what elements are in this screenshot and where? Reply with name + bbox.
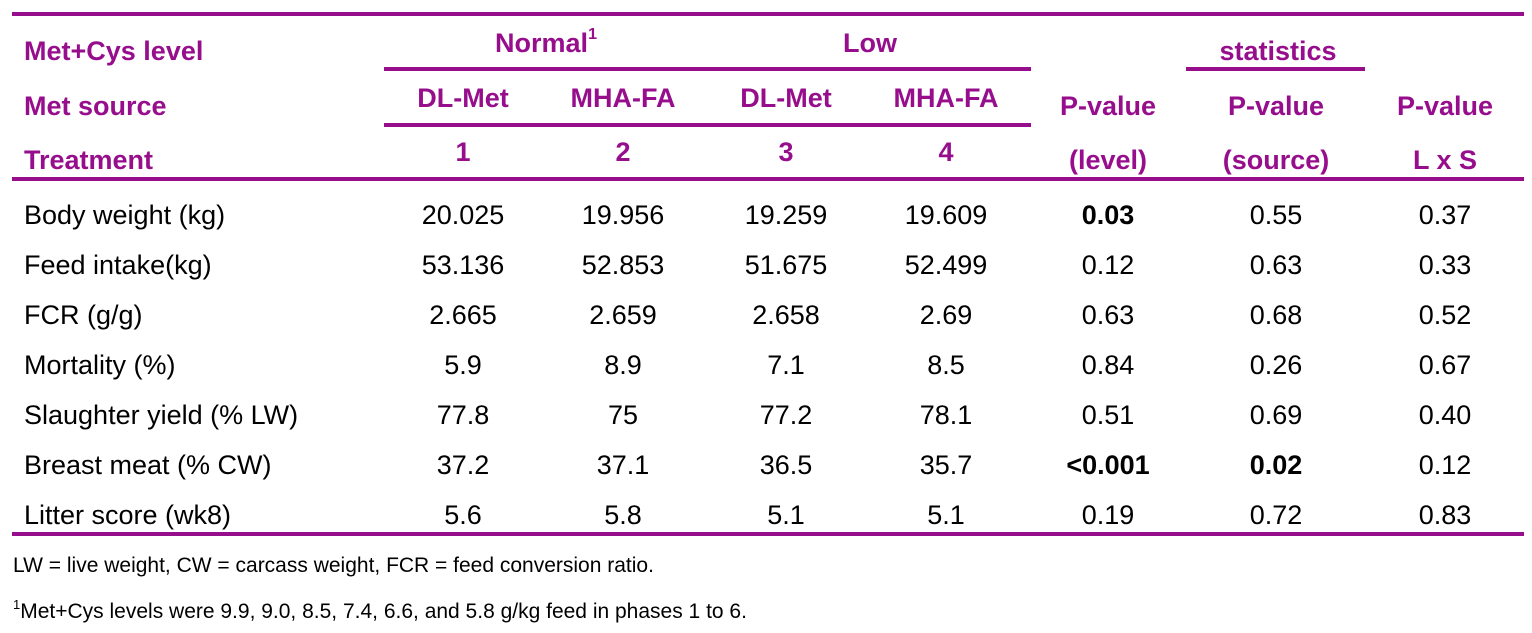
interaction-subheader: L x S: [1412, 145, 1478, 175]
table-cell: 5.1: [767, 500, 805, 530]
top-rule: [12, 12, 1524, 16]
table-cell: 53.136: [421, 250, 505, 280]
footnote-marker: 1: [13, 597, 21, 612]
p-source-cell: 0.68: [1249, 300, 1303, 330]
table-cell: 52.853: [581, 250, 665, 280]
table-cell: 77.8: [436, 400, 490, 430]
levels-footnote-text: Met+Cys levels were 9.9, 9.0, 8.5, 7.4, …: [20, 600, 747, 623]
p-level-cell: 0.03: [1081, 200, 1135, 230]
p-lxs-cell: 0.12: [1418, 450, 1472, 480]
treatment-header-2: 2: [615, 137, 631, 167]
table-cell: 52.499: [904, 250, 988, 280]
table-cell: 8.9: [604, 350, 642, 380]
p-level-cell: 0.63: [1081, 300, 1135, 330]
normal-label: Normal: [495, 28, 589, 58]
met-cys-level-label: Met+Cys level: [24, 36, 204, 66]
pvalue-lxs-header: P-value: [1396, 91, 1494, 121]
p-lxs-cell: 0.40: [1418, 400, 1472, 430]
table-cell: 2.658: [752, 300, 820, 330]
source-header-2: MHA-FA: [570, 83, 676, 113]
p-source-cell: 0.26: [1249, 350, 1303, 380]
table-cell: 78.1: [919, 400, 973, 430]
table-cell: 36.5: [759, 450, 813, 480]
table-cell: 5.8: [604, 500, 642, 530]
source-header-4: MHA-FA: [893, 83, 999, 113]
table-cell: 2.69: [919, 300, 973, 330]
levels-footnote: 1Met+Cys levels were 9.9, 9.0, 8.5, 7.4,…: [13, 597, 747, 625]
statistics-header: statistics: [1219, 36, 1337, 66]
row-label: Mortality (%): [24, 350, 176, 380]
p-lxs-cell: 0.52: [1418, 300, 1472, 330]
p-level-cell: 0.12: [1081, 250, 1135, 280]
table-cell: 19.609: [904, 200, 988, 230]
table-cell: 8.5: [927, 350, 965, 380]
p-source-cell: 0.02: [1249, 450, 1303, 480]
row-label: Litter score (wk8): [24, 500, 232, 530]
level-subheader: (level): [1068, 145, 1148, 175]
statistics-rule: [1186, 67, 1365, 71]
p-level-cell: 0.84: [1081, 350, 1135, 380]
treatment-header-1: 1: [455, 137, 471, 167]
row-label: Body weight (kg): [24, 200, 226, 230]
table-cell: 2.665: [429, 300, 497, 330]
p-source-cell: 0.55: [1249, 200, 1303, 230]
bottom-rule: [12, 532, 1524, 536]
table-cell: 75: [607, 400, 639, 430]
treatment-label: Treatment: [24, 145, 154, 175]
table-cell: 37.1: [596, 450, 650, 480]
table-cell: 5.6: [444, 500, 482, 530]
table-cell: 5.9: [444, 350, 482, 380]
table-cell: 20.025: [421, 200, 505, 230]
table-cell: 35.7: [919, 450, 973, 480]
low-level-header: Low: [843, 28, 897, 58]
header-bottom-rule: [12, 177, 1524, 181]
p-level-cell: <0.001: [1066, 450, 1150, 480]
normal-level-header: Normal1: [495, 27, 597, 59]
table-cell: 37.2: [436, 450, 490, 480]
row-label: Slaughter yield (% LW): [24, 400, 299, 430]
table-cell: 51.675: [744, 250, 828, 280]
treatment-header-3: 3: [778, 137, 794, 167]
table-cell: 5.1: [927, 500, 965, 530]
row-label: Feed intake(kg): [24, 250, 212, 280]
row-label: Breast meat (% CW): [24, 450, 272, 480]
abbreviations-footnote: LW = live weight, CW = carcass weight, F…: [13, 554, 654, 577]
table-cell: 77.2: [759, 400, 813, 430]
table-cell: 19.259: [744, 200, 828, 230]
row-label: FCR (g/g): [24, 300, 143, 330]
source-header-3: DL-Met: [740, 83, 832, 113]
normal-footnote-marker: 1: [588, 26, 597, 43]
source-rule: [384, 123, 1031, 127]
source-header-1: DL-Met: [417, 83, 509, 113]
p-lxs-cell: 0.33: [1418, 250, 1472, 280]
table-cell: 19.956: [581, 200, 665, 230]
met-source-label: Met source: [24, 91, 167, 121]
table-cell: 7.1: [767, 350, 805, 380]
p-source-cell: 0.72: [1249, 500, 1303, 530]
p-level-cell: 0.51: [1081, 400, 1135, 430]
p-source-cell: 0.69: [1249, 400, 1303, 430]
treatment-header-4: 4: [938, 137, 954, 167]
p-lxs-cell: 0.67: [1418, 350, 1472, 380]
p-lxs-cell: 0.37: [1418, 200, 1472, 230]
source-subheader: (source): [1222, 145, 1330, 175]
p-source-cell: 0.63: [1249, 250, 1303, 280]
pvalue-level-header: P-value: [1059, 91, 1157, 121]
p-level-cell: 0.19: [1081, 500, 1135, 530]
level-rule: [384, 67, 1031, 71]
p-lxs-cell: 0.83: [1418, 500, 1472, 530]
table-cell: 2.659: [589, 300, 657, 330]
pvalue-source-header: P-value: [1227, 91, 1325, 121]
